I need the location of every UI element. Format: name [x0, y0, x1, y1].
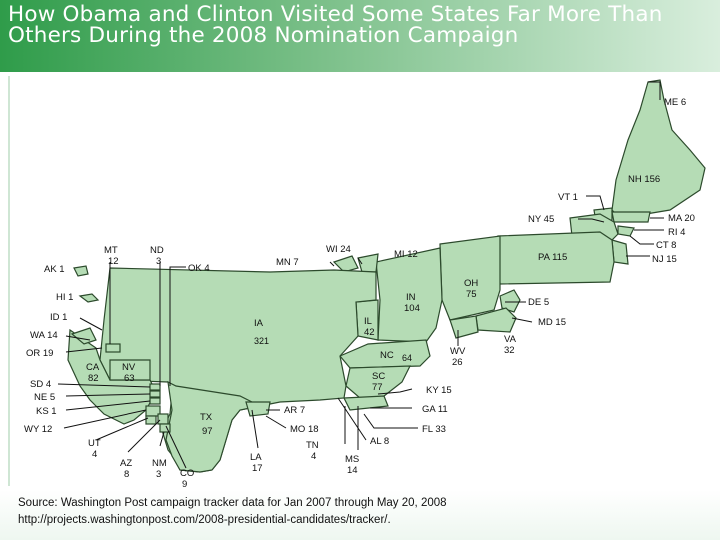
state-ca — [67, 328, 157, 425]
label-ga: GA 11 — [422, 404, 448, 415]
label-nm-name: NM — [152, 458, 167, 469]
source-note: Source: Washington Post campaign tracker… — [18, 497, 447, 509]
state-ut — [145, 415, 157, 425]
label-nm-val: 3 — [156, 469, 161, 480]
label-nd-val: 3 — [156, 256, 161, 267]
state-fl — [343, 395, 389, 411]
leader-lines — [57, 81, 664, 469]
state-mt — [105, 343, 121, 353]
state-la — [245, 401, 271, 417]
label-ms-name: MS — [345, 454, 359, 465]
label-id: ID 1 — [50, 312, 67, 323]
label-in-val: 104 — [404, 303, 420, 314]
state-nv — [109, 359, 151, 381]
label-vt: VT 1 — [558, 192, 578, 203]
label-co-name: CO — [180, 468, 194, 479]
label-ut-val: 4 — [92, 449, 97, 460]
label-wa: WA 14 — [30, 330, 58, 341]
label-nc-name: NC — [380, 350, 394, 361]
label-ca-val: 82 — [88, 373, 99, 384]
label-mt-name: MT — [104, 245, 118, 256]
label-nh: NH 156 — [628, 174, 660, 185]
label-ky: KY 15 — [426, 385, 452, 396]
map-title: How Obama and Clinton Visited Some State… — [8, 2, 663, 48]
state-hi — [78, 293, 100, 303]
state-ne — [149, 390, 161, 398]
label-ks: KS 1 — [36, 406, 57, 417]
state-nm — [159, 423, 171, 433]
label-wv-name: WV — [450, 346, 466, 357]
label-ca-name: CA — [86, 362, 100, 373]
state-ak — [73, 265, 89, 277]
label-mt-val: 12 — [108, 256, 119, 267]
label-wv-val: 26 — [452, 357, 463, 368]
source-url: http://projects.washingtonpost.com/2008-… — [18, 514, 391, 526]
state-az — [157, 413, 169, 425]
state-wi — [332, 255, 359, 273]
label-la-name: LA — [250, 452, 262, 463]
label-in-name: IN — [406, 292, 416, 303]
label-mi: MI 12 — [394, 249, 418, 260]
state-in — [375, 247, 443, 343]
label-pa: PA 115 — [538, 252, 567, 263]
label-sc-val: 77 — [372, 382, 383, 393]
state-tx — [165, 380, 262, 473]
state-sd — [149, 383, 161, 391]
state-ks — [149, 397, 161, 405]
label-ar: AR 7 — [284, 405, 305, 416]
label-tn-name: TN — [306, 440, 319, 451]
label-ia-name: IA — [254, 318, 264, 329]
label-ok: OK 4 — [188, 263, 210, 274]
label-nc-val: 64 — [402, 353, 412, 363]
label-mn: MN 7 — [276, 257, 299, 268]
state-md — [499, 289, 521, 313]
label-sc-name: SC — [372, 371, 385, 382]
state-ct — [617, 225, 635, 237]
state-nh — [611, 79, 706, 219]
label-ct: CT 8 — [656, 240, 676, 251]
label-al: AL 8 — [370, 436, 389, 447]
label-ny: NY 45 — [528, 214, 554, 225]
state-ma — [611, 211, 651, 223]
label-me: ME 6 — [664, 97, 686, 108]
label-az-val: 8 — [124, 469, 129, 480]
label-wy: WY 12 — [24, 424, 52, 435]
label-or: OR 19 — [26, 348, 53, 359]
label-fl: FL 33 — [422, 424, 446, 435]
label-va-name: VA — [504, 334, 517, 345]
label-tx-val: 97 — [202, 426, 213, 437]
label-az-name: AZ — [120, 458, 132, 469]
label-il-val: 42 — [364, 327, 375, 338]
label-il-name: IL — [364, 316, 372, 327]
label-ia-val: 321 — [254, 336, 269, 346]
label-ne: NE 5 — [34, 392, 55, 403]
label-co-val: 9 — [182, 479, 187, 490]
label-nv-name: NV — [122, 362, 136, 373]
label-wi: WI 24 — [326, 244, 351, 255]
label-ri: RI 4 — [668, 227, 685, 238]
label-mo: MO 18 — [290, 424, 319, 435]
label-md: MD 15 — [538, 317, 566, 328]
label-ms-val: 14 — [347, 465, 358, 476]
label-la-val: 17 — [252, 463, 263, 474]
label-ma: MA 20 — [668, 213, 695, 224]
footer — [0, 490, 720, 540]
state-wv — [449, 315, 479, 339]
label-va-val: 32 — [504, 345, 515, 356]
label-oh-val: 75 — [466, 289, 477, 300]
label-nj: NJ 15 — [652, 254, 677, 265]
label-sd: SD 4 — [30, 379, 51, 390]
label-tx-name: TX — [200, 412, 213, 423]
label-nd-name: ND — [150, 245, 164, 256]
label-ak: AK 1 — [44, 264, 65, 275]
label-de: DE 5 — [528, 297, 549, 308]
label-oh-name: OH — [464, 278, 478, 289]
label-nv-val: 63 — [124, 373, 135, 384]
label-hi: HI 1 — [56, 292, 73, 303]
title-banner: How Obama and Clinton Visited Some State… — [0, 0, 720, 72]
label-ut-name: UT — [88, 438, 101, 449]
label-tn-val: 4 — [311, 451, 316, 462]
